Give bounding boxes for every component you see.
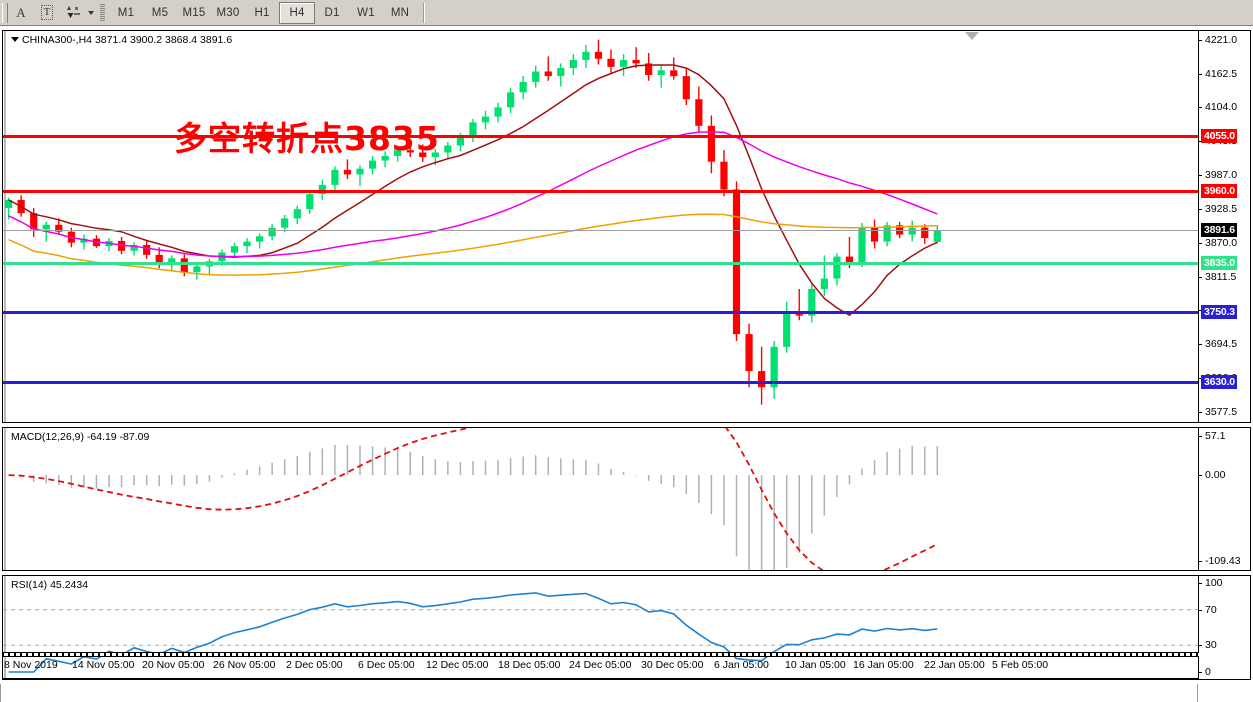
price-pane-label-text: CHINA300-,H4 3871.4 3900.2 3868.4 3891.6: [22, 34, 233, 46]
timeframe-h4[interactable]: H4: [279, 1, 315, 24]
status-bar-divider-2: [1197, 684, 1198, 702]
price-level-line[interactable]: [3, 261, 1198, 265]
macd-axis[interactable]: 57.1 0.00 -109.43: [1198, 428, 1250, 570]
price-level-tag[interactable]: 3960.0: [1201, 183, 1237, 198]
timeframe-m30[interactable]: M30: [216, 6, 240, 19]
text-tool-icon[interactable]: A: [16, 4, 26, 20]
price-level-tag[interactable]: 3835.0: [1201, 255, 1237, 270]
rsi-tick: 0: [1199, 666, 1211, 678]
rsi-pane-grip[interactable]: [3, 576, 7, 679]
price-level-line[interactable]: [3, 134, 1198, 138]
macd-series: [8, 428, 939, 570]
rsi-tick: 100: [1199, 577, 1223, 589]
price-tick: 4162.5: [1199, 68, 1237, 80]
toolbar-separator-1: [99, 3, 106, 23]
toolbar-separator-2: [423, 2, 425, 23]
status-bar-divider-1: [0, 684, 1, 702]
price-tick: 3577.5: [1199, 406, 1237, 418]
time-axis-label: 30 Dec 05:00: [641, 659, 704, 671]
chart-top-marker-icon: [965, 32, 979, 40]
price-level-tag[interactable]: 4055.0: [1201, 128, 1237, 143]
time-axis-label: 14 Nov 05:00: [72, 659, 135, 671]
rsi-axis[interactable]: 100 70 30 0: [1198, 576, 1250, 679]
text-label-tool-icon[interactable]: T: [34, 2, 60, 24]
objects-tool-icon[interactable]: [60, 2, 86, 24]
time-axis-label: 10 Jan 05:00: [785, 659, 846, 671]
time-axis-label: 24 Dec 05:00: [569, 659, 632, 671]
timeframe-m15[interactable]: M15: [182, 6, 206, 19]
objects-tool-dropdown-icon[interactable]: [86, 2, 96, 24]
time-axis-bottom-line: [2, 678, 1199, 679]
time-axis-label: 22 Jan 05:00: [924, 659, 985, 671]
price-level-tag[interactable]: 3630.0: [1201, 374, 1237, 389]
price-tick: 3928.5: [1199, 203, 1237, 215]
collapse-triangle-icon[interactable]: [11, 37, 19, 42]
timeframe-h1[interactable]: H1: [254, 6, 270, 19]
time-axis-label: 18 Dec 05:00: [498, 659, 561, 671]
price-pane-label: CHINA300-,H4 3871.4 3900.2 3868.4 3891.6: [11, 34, 232, 46]
rsi-pane[interactable]: RSI(14) 45.2434 100 70 30 0: [2, 575, 1251, 680]
timeframe-d1[interactable]: D1: [324, 6, 340, 19]
time-axis-label: 26 Nov 05:00: [213, 659, 276, 671]
chart-annotation-text[interactable]: 多空转折点3835: [174, 119, 440, 158]
price-tick: 4104.0: [1199, 101, 1237, 113]
time-axis-label: 6 Jan 05:00: [714, 659, 769, 671]
price-level-tag[interactable]: 3891.6: [1201, 223, 1237, 238]
time-axis-label: 20 Nov 05:00: [142, 659, 205, 671]
price-tick: 4221.0: [1199, 34, 1237, 46]
bottom-status-bar: [0, 684, 1253, 702]
timeframe-m5[interactable]: M5: [151, 6, 169, 19]
macd-pane-label: MACD(12,26,9) -64.19 -87.09: [11, 431, 150, 443]
time-axis-label: 12 Dec 05:00: [426, 659, 489, 671]
macd-tick: 57.1: [1199, 430, 1225, 442]
price-tick: 3694.5: [1199, 338, 1237, 350]
price-tick: 3870.0: [1199, 237, 1237, 249]
macd-pane-grip[interactable]: [3, 428, 7, 570]
timeframe-mn[interactable]: MN: [390, 6, 410, 19]
price-level-tag[interactable]: 3750.3: [1201, 304, 1237, 319]
price-tick: 3811.5: [1199, 271, 1236, 283]
macd-tick: -109.43: [1199, 555, 1241, 567]
toolbar-grip[interactable]: [2, 2, 8, 23]
objects-tool-svg: [66, 6, 80, 18]
rsi-pane-label: RSI(14) 45.2434: [11, 579, 89, 591]
toolbar: A T M1 M5 M15 M30 H1 H4 D1 W1 MN: [0, 0, 1253, 26]
macd-plot-area[interactable]: [3, 428, 1198, 570]
price-plot-area[interactable]: [3, 31, 1198, 422]
price-pane-grip[interactable]: [3, 31, 7, 422]
time-axis-label: 6 Dec 05:00: [358, 659, 415, 671]
time-axis[interactable]: 8 Nov 2019 14 Nov 05:00 20 Nov 05:00 26 Nov…: [2, 652, 1251, 674]
price-level-line[interactable]: [3, 189, 1198, 193]
rsi-tick: 30: [1199, 639, 1217, 651]
price-axis[interactable]: 4221.04162.54104.04045.53987.03928.53870…: [1198, 31, 1250, 422]
price-tick: 3987.0: [1199, 169, 1237, 181]
price-level-line[interactable]: [3, 230, 1198, 232]
time-axis-label: 16 Jan 05:00: [853, 659, 914, 671]
time-axis-label: 5 Feb 05:00: [992, 659, 1049, 671]
price-pane[interactable]: CHINA300-,H4 3871.4 3900.2 3868.4 3891.6…: [2, 30, 1251, 423]
candlestick-series: [5, 39, 941, 405]
timeframe-w1[interactable]: W1: [357, 6, 375, 19]
chart-frame: CHINA300-,H4 3871.4 3900.2 3868.4 3891.6…: [2, 30, 1251, 698]
price-level-line[interactable]: [3, 310, 1198, 314]
time-axis-band: [2, 652, 1199, 657]
macd-pane[interactable]: MACD(12,26,9) -64.19 -87.09 57.1 0.00 -109…: [2, 427, 1251, 571]
timeframe-m1[interactable]: M1: [117, 6, 135, 19]
time-axis-label: 2 Dec 05:00: [286, 659, 343, 671]
text-label-tool-glyph: T: [40, 5, 54, 20]
price-level-line[interactable]: [3, 380, 1198, 384]
rsi-tick: 70: [1199, 604, 1217, 616]
macd-tick: 0.00: [1199, 469, 1225, 481]
time-axis-label: 8 Nov 2019: [4, 659, 58, 671]
